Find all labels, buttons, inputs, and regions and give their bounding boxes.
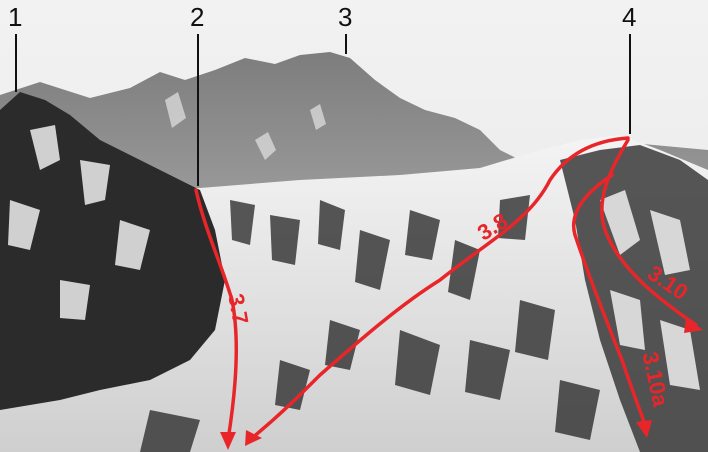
left-ridge-snow: [8, 125, 150, 320]
peak-label-2: 2: [190, 2, 205, 32]
peak-label-1: 1: [8, 2, 23, 32]
peak-tick-4: [629, 34, 631, 134]
rock-outcrops: [140, 195, 600, 452]
route-3-8-line: [250, 136, 630, 440]
peak-tick-3: [345, 34, 347, 54]
route-lines: [194, 136, 698, 442]
arrowhead-3-8: [245, 430, 262, 446]
right-face-snow: [600, 190, 700, 390]
peak-tick-1: [15, 34, 17, 92]
peak-label-3: 3: [338, 2, 353, 32]
route-3-10a-line: [571, 173, 647, 427]
route-arrowheads: [220, 318, 703, 450]
peak-label-4: 4: [622, 2, 637, 32]
peak-tick-2: [197, 34, 199, 186]
left-ridge: [0, 92, 225, 410]
arrowhead-3-10a: [636, 420, 652, 438]
arrowhead-3-7: [220, 432, 236, 450]
arrowhead-3-10: [684, 318, 703, 333]
route-label-3-7: 3.7: [223, 291, 254, 327]
route-3-10-line: [600, 138, 698, 327]
route-3-7-line: [194, 188, 239, 442]
